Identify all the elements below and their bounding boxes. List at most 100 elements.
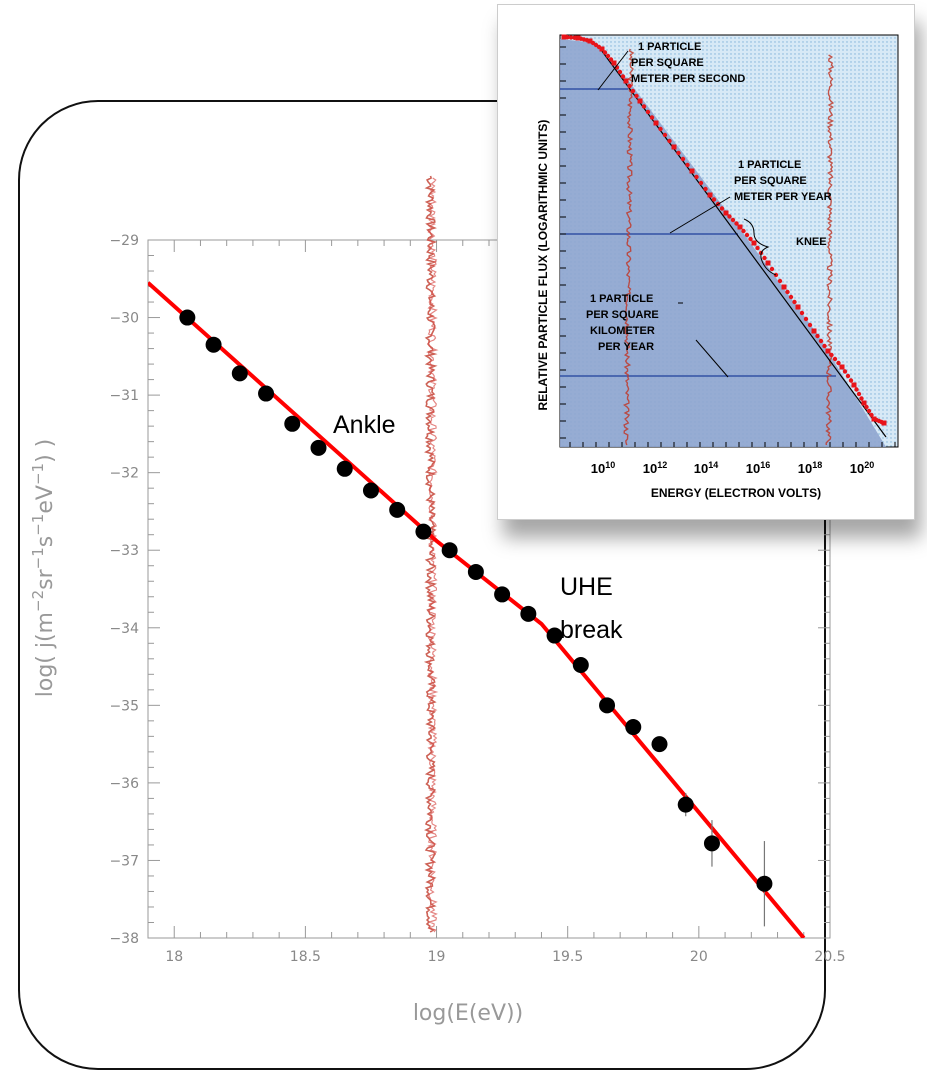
- inset-data-point: [842, 369, 848, 374]
- inset-data-point: [765, 260, 771, 266]
- fit-curve: [148, 281, 806, 938]
- inset-data-point: [565, 35, 570, 40]
- inset-data-point: [568, 35, 574, 40]
- inset-marker-band: [825, 54, 835, 446]
- y-tick-label: −29: [109, 233, 139, 249]
- annotation-uhe: UHE: [560, 573, 613, 601]
- inset-data-point: [822, 343, 827, 349]
- inset-data-point: [839, 364, 845, 370]
- annotation-per-km-3: KILOMETER: [590, 325, 655, 337]
- inset-data-point: [836, 360, 841, 366]
- inset-data-point: [676, 150, 681, 156]
- inset-data-point: [811, 328, 817, 334]
- inset-data-point: [605, 53, 611, 59]
- inset-data-point: [741, 228, 746, 234]
- inset-data-point: [707, 192, 713, 198]
- data-point: [205, 336, 222, 353]
- inset-data-point: [617, 69, 623, 75]
- inset-data-point: [645, 109, 651, 115]
- inset-x-tick-label: 1016: [746, 460, 770, 476]
- y-tick-label: −34: [109, 621, 139, 637]
- y-tick-label: −37: [109, 853, 139, 869]
- fit-line: [148, 281, 806, 938]
- inset-data-point: [859, 396, 864, 401]
- data-point: [389, 501, 406, 518]
- inset-data-point: [671, 144, 677, 150]
- inset-data-point: [848, 378, 854, 383]
- inset-data-point: [762, 255, 767, 261]
- inset-data-point: [680, 156, 686, 162]
- y-axis-label: log( j(m−2sr−1s−1eV−1) ): [29, 439, 58, 698]
- inset-data-point: [777, 278, 783, 284]
- data-point: [231, 365, 248, 382]
- inset-x-axis-label: ENERGY (ELECTRON VOLTS): [651, 486, 821, 500]
- annotation-per-second-3: METER PER SECOND: [631, 73, 745, 85]
- inset-data-point: [856, 391, 862, 397]
- inset-data-point: [854, 387, 859, 392]
- inset-data-point: [723, 210, 729, 216]
- vertical-marker-band: [423, 175, 439, 933]
- inset-data-point: [866, 408, 872, 414]
- inset-x-tick-label: 1020: [850, 460, 874, 476]
- inset-data-point: [685, 162, 690, 168]
- data-point: [310, 439, 327, 456]
- inset-x-tick-label: 1018: [798, 460, 822, 476]
- inset-x-tick-label: 1010: [591, 460, 615, 476]
- data-point: [625, 719, 642, 736]
- annotation-per-year-1: 1 PARTICLE: [738, 159, 801, 171]
- inset-x-tick-label: 1012: [643, 460, 667, 476]
- inset-marker-band: [623, 48, 635, 446]
- annotation-per-second-2: PER SQUARE: [631, 57, 704, 69]
- inset-ticks: [560, 46, 896, 447]
- inset-data-point: [561, 34, 567, 40]
- inset-data-point: [627, 83, 632, 89]
- inset-data-point: [864, 404, 869, 410]
- inset-data-point: [769, 266, 775, 272]
- inset-data-point: [818, 338, 824, 344]
- inset-data-point: [620, 74, 626, 79]
- data-point: [756, 875, 773, 892]
- inset-data-point: [711, 197, 717, 202]
- annotation-per-km-2: PER SQUARE: [586, 309, 659, 321]
- marker-band-trace: [426, 177, 439, 933]
- inset-data-point: [730, 217, 736, 223]
- inset-data-point: [667, 138, 672, 144]
- inset-marker-bands: [623, 48, 835, 446]
- inset-data-point: [825, 348, 831, 354]
- inset-data-point: [792, 299, 797, 305]
- data-point: [572, 657, 589, 674]
- inset-data-point: [795, 304, 801, 310]
- inset-data-point: [803, 316, 809, 322]
- y-tick-label: −30: [109, 311, 139, 327]
- data-point: [467, 563, 484, 580]
- inset-data-point: [623, 78, 629, 84]
- inset-data-point: [815, 333, 820, 339]
- inset-data-point: [703, 186, 708, 192]
- inset-data-point: [653, 120, 659, 126]
- inset-plot-area: [559, 34, 899, 448]
- x-tick-label: 19.5: [552, 949, 583, 965]
- annotation-ankle: Ankle: [333, 411, 396, 439]
- inset-data-point: [662, 132, 668, 138]
- inset-data-point: [599, 46, 605, 52]
- inset-data-point: [785, 289, 790, 295]
- inset-data-point: [737, 224, 743, 230]
- y-tick-label: −32: [109, 466, 139, 482]
- inset-data-point: [572, 35, 577, 40]
- inset-data-point: [799, 310, 805, 316]
- inset-flux-data: [561, 34, 887, 438]
- y-tick-label: −38: [109, 931, 139, 947]
- inset-data-point: [727, 214, 732, 219]
- data-point: [258, 385, 275, 402]
- y-tick-label: −31: [109, 388, 139, 404]
- data-point: [520, 605, 537, 622]
- x-tick-label: 20: [690, 949, 708, 965]
- inset-data-point: [694, 174, 699, 180]
- annotation-knee: KNEE: [796, 236, 827, 248]
- annotation-per-km-1: 1 PARTICLE: [590, 293, 653, 305]
- data-points: [179, 309, 773, 927]
- data-point: [415, 523, 432, 540]
- inset-data-point: [634, 93, 639, 99]
- y-tick-label: −33: [109, 543, 139, 559]
